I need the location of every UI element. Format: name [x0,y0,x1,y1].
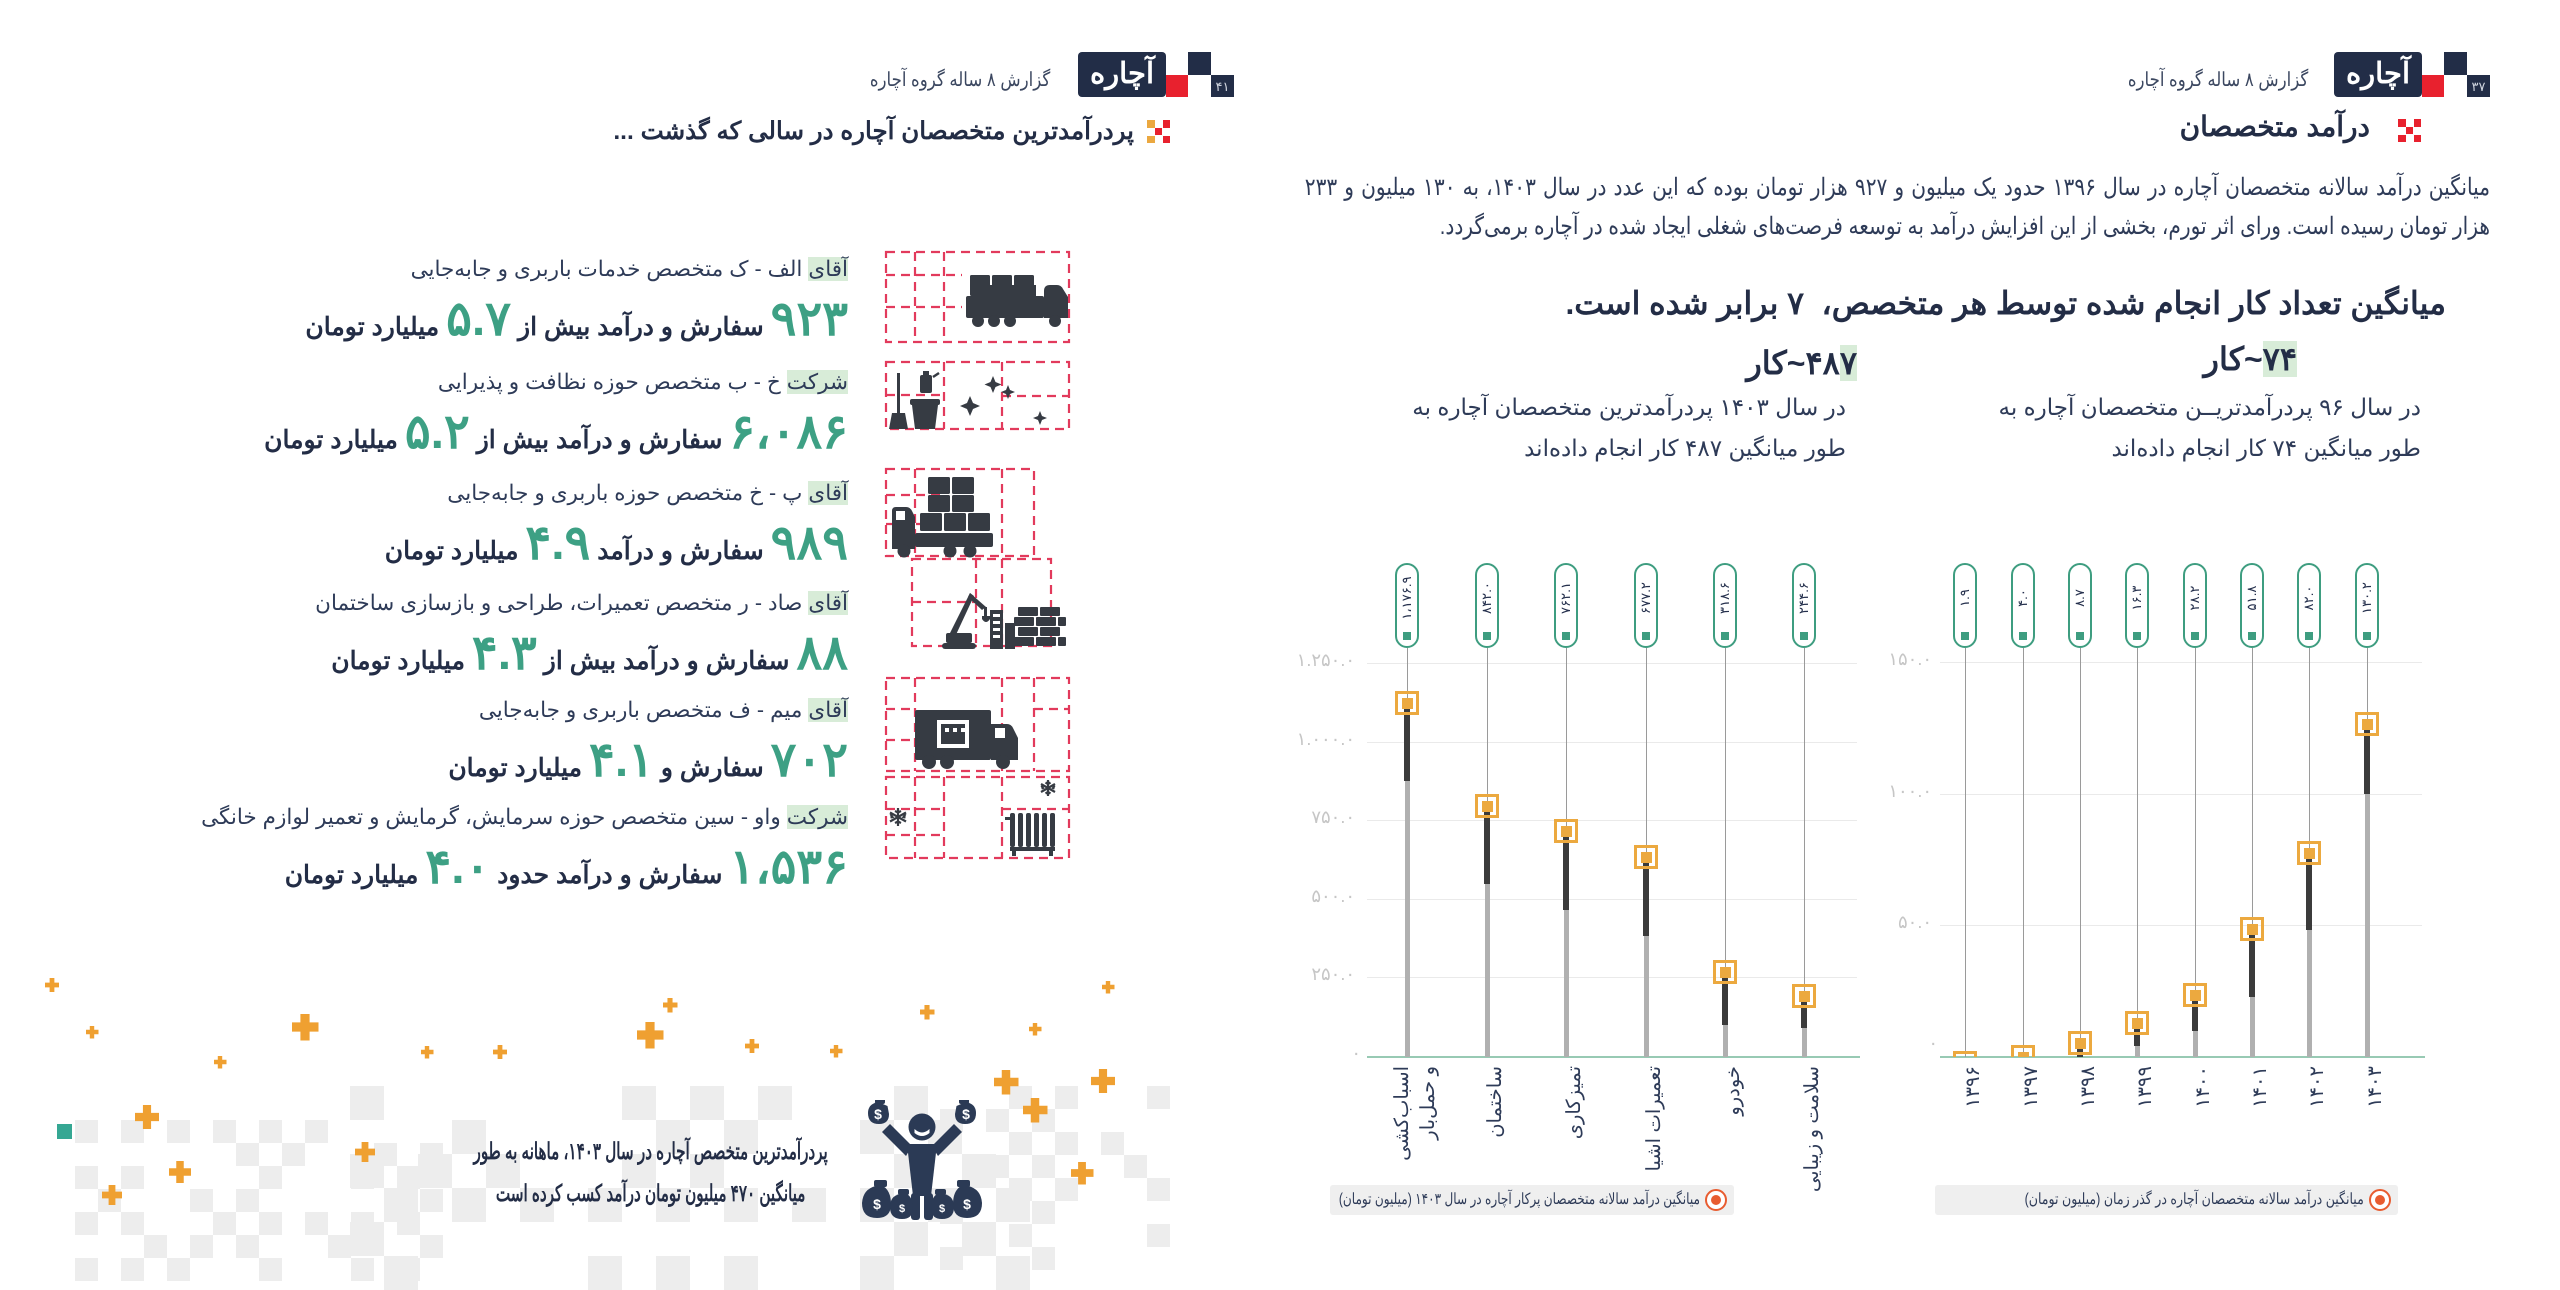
svg-text:$: $ [962,1106,970,1122]
svg-text:$: $ [899,1203,905,1215]
svg-text:$: $ [939,1203,945,1215]
svg-text:$: $ [874,1106,882,1122]
svg-text:$: $ [873,1196,881,1212]
svg-text:$: $ [963,1196,971,1212]
